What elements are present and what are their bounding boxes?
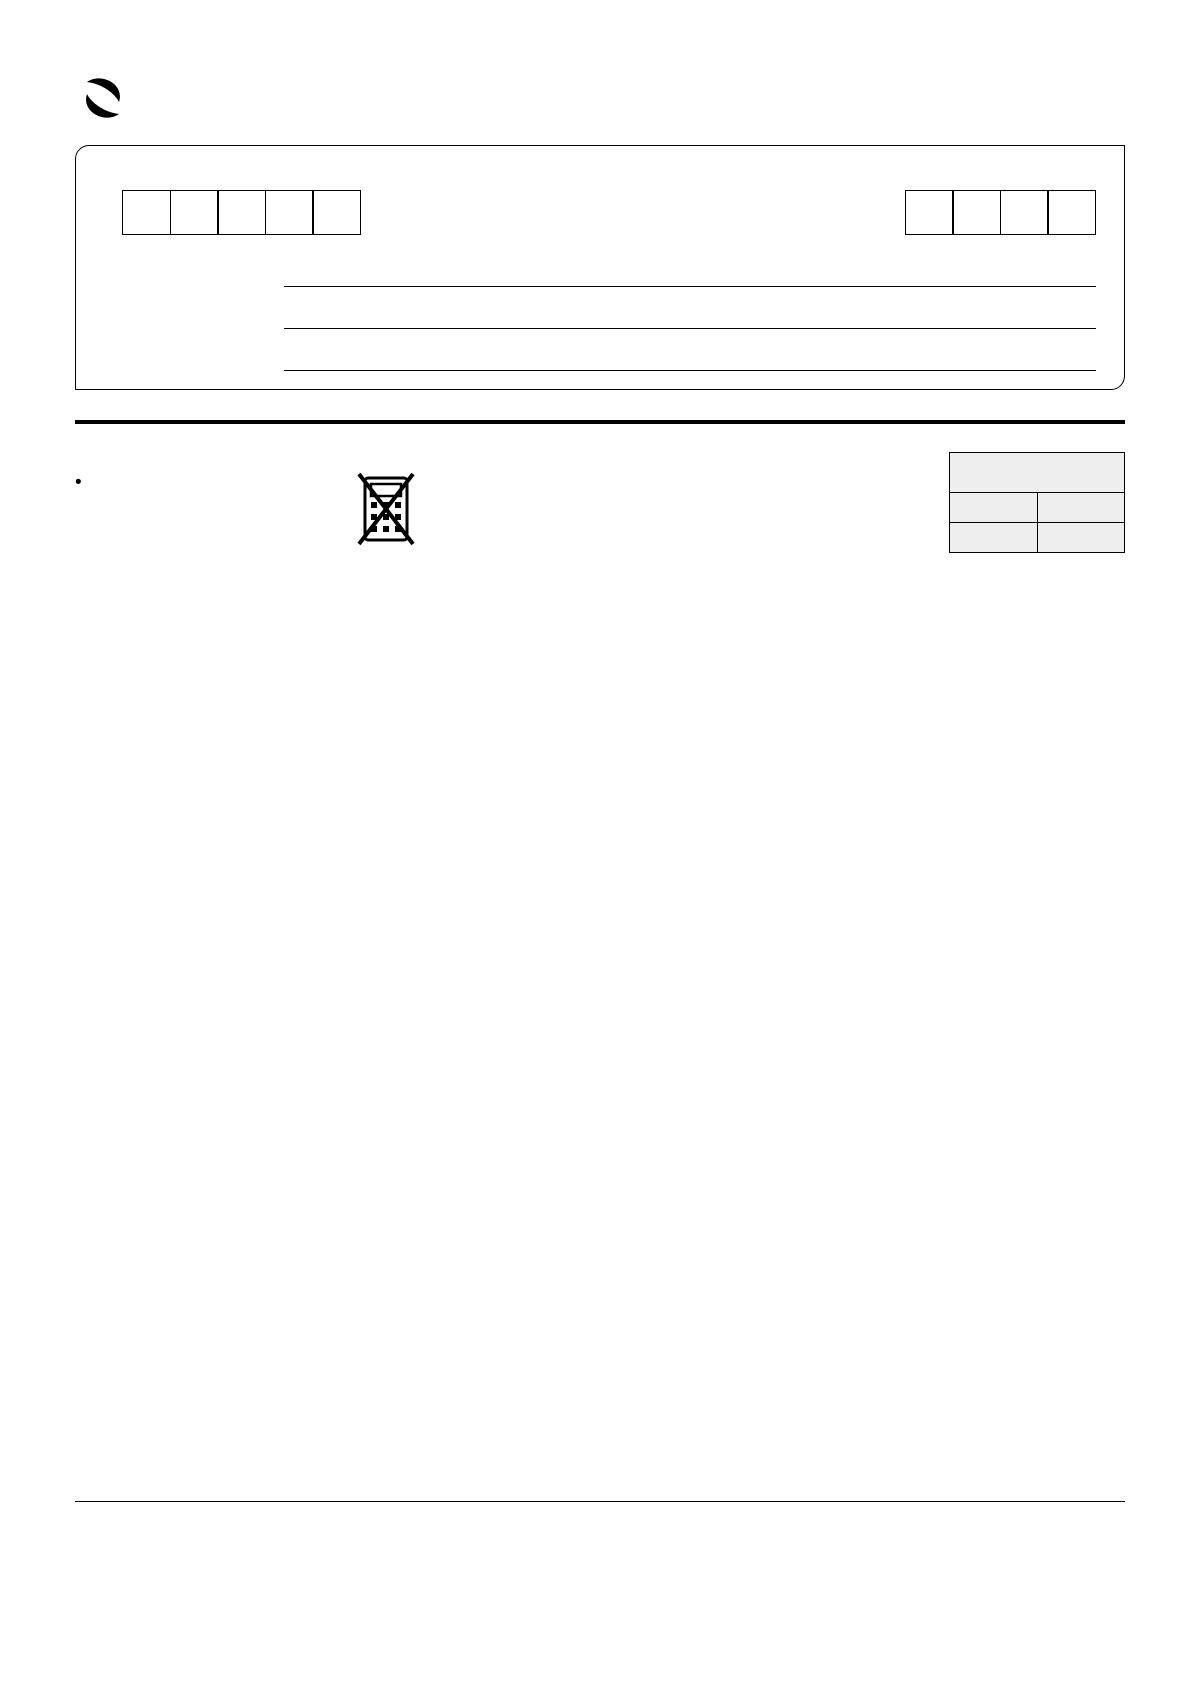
candidate-digit[interactable] xyxy=(905,190,954,235)
forename-field[interactable] xyxy=(284,305,1096,329)
signature-field[interactable] xyxy=(284,347,1096,371)
footer-divider xyxy=(75,1501,1125,1502)
page-footer xyxy=(75,1575,1125,1637)
centre-digit[interactable] xyxy=(122,190,171,235)
logo-leaf-icon xyxy=(81,76,125,120)
candidate-details-box xyxy=(75,145,1125,390)
surname-field[interactable] xyxy=(284,263,1096,287)
candidate-digit[interactable] xyxy=(1000,190,1049,235)
pages-column-header xyxy=(950,493,1038,523)
aqa-logo xyxy=(75,80,1125,120)
surname-row xyxy=(104,263,1096,287)
examiner-use-table xyxy=(949,452,1125,553)
total-mark-cell[interactable] xyxy=(1037,523,1125,553)
candidate-number-boxes[interactable] xyxy=(905,190,1097,235)
signature-label xyxy=(104,368,284,371)
forename-label xyxy=(104,326,284,329)
centre-number-boxes[interactable] xyxy=(122,190,361,235)
title-divider xyxy=(75,420,1125,424)
centre-digit[interactable] xyxy=(217,190,266,235)
barcode-bars xyxy=(75,1575,395,1637)
number-fields-row xyxy=(104,190,1096,235)
barcode xyxy=(75,1575,395,1637)
centre-digit[interactable] xyxy=(265,190,314,235)
signature-row xyxy=(104,347,1096,371)
mark-column-header xyxy=(1037,493,1125,523)
candidate-digit[interactable] xyxy=(1047,190,1096,235)
total-label xyxy=(950,523,1038,553)
exam-cover-page xyxy=(0,0,1200,1697)
surname-label xyxy=(104,284,284,287)
forename-row xyxy=(104,305,1096,329)
instructions-column xyxy=(75,452,929,470)
centre-digit[interactable] xyxy=(170,190,219,235)
main-content xyxy=(75,452,1125,553)
no-calculator-icon xyxy=(355,470,417,548)
examiner-table-title xyxy=(950,453,1125,493)
candidate-digit[interactable] xyxy=(952,190,1001,235)
centre-digit[interactable] xyxy=(312,190,361,235)
